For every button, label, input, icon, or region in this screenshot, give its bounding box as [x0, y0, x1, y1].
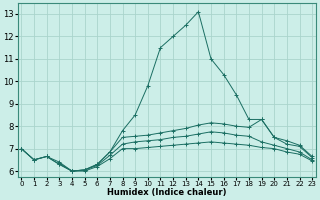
X-axis label: Humidex (Indice chaleur): Humidex (Indice chaleur) [107, 188, 227, 197]
